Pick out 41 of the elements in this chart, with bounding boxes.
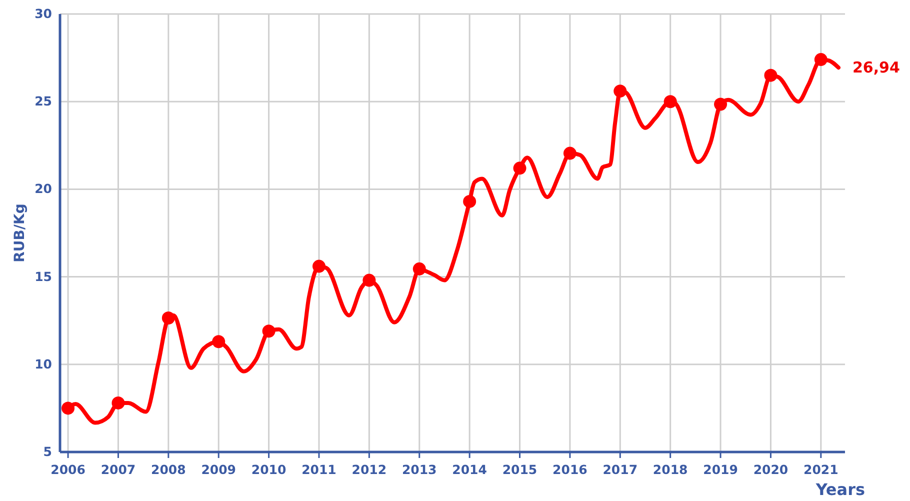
y-tick-label: 10 [34,356,52,372]
point [814,53,828,66]
point [463,194,476,208]
point [764,68,778,82]
point [513,162,526,175]
x-tick-label: 2010 [251,462,286,477]
point [262,324,276,338]
x-tick-label: 2021 [804,462,838,477]
x-tick-label: 2012 [352,462,387,477]
x-tick-label: 2014 [452,462,488,477]
x-tick-label: 2018 [652,462,688,477]
point [664,95,677,108]
point [62,402,75,415]
point [362,274,376,287]
x-tick-label: 2017 [602,462,638,477]
x-axis-title: Years [814,480,865,499]
point [112,396,125,410]
point [312,260,326,273]
y-tick-label: 20 [34,181,52,196]
y-tick-label: 30 [34,6,52,21]
x-tick-label: 2015 [502,462,538,477]
point [412,262,426,276]
x-tick-label: 2020 [753,462,788,477]
x-tick-label: 2009 [201,462,236,477]
x-tick-label: 2007 [100,462,136,477]
y-axis-title: RUB/Kg [12,204,28,262]
point [162,311,175,324]
x-tick-label: 2006 [50,462,86,477]
annotation: 26,94 [852,58,900,77]
point [614,84,627,98]
point [714,98,728,111]
x-tick-label: 2019 [703,462,738,477]
x-tick-label: 2016 [552,462,588,477]
x-tick-label: 2008 [151,462,186,477]
y-tick-label: 5 [43,444,52,459]
point [563,146,576,160]
x-tick-label: 2011 [302,462,336,477]
y-tick-label: 15 [34,268,52,284]
y-tick-label: 25 [34,94,52,109]
x-tick-label: 2013 [402,462,437,477]
point [212,335,226,348]
